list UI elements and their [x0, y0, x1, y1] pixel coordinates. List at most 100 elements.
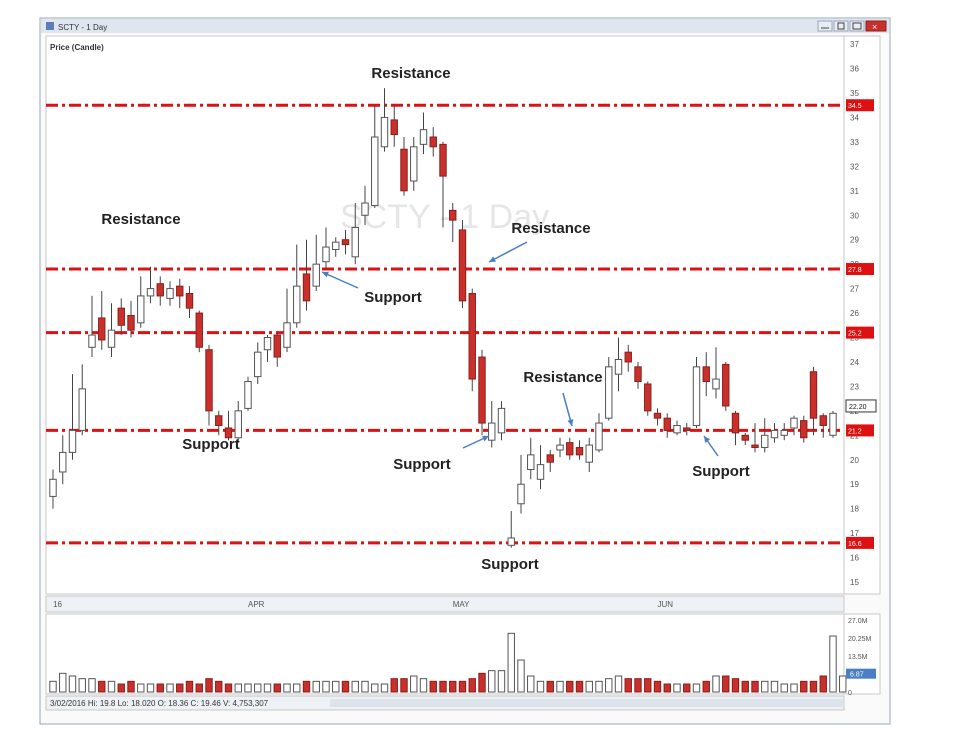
candles [49, 88, 837, 548]
volume-bar [702, 680, 710, 693]
candle-body-up [107, 329, 116, 348]
close-icon[interactable] [865, 20, 887, 32]
candle-body-up [614, 359, 623, 375]
close-glyph: × [872, 22, 877, 32]
volume-bar [800, 680, 808, 693]
time-axis-labels: 16 APR MAY JUN [53, 600, 673, 609]
volume-bar [176, 683, 184, 693]
candle-body-up [234, 410, 242, 439]
candle [488, 401, 496, 448]
candle [770, 423, 779, 443]
candle [741, 432, 749, 446]
volume-bar [263, 683, 272, 693]
candle-body-down [400, 148, 408, 192]
candle-body-up [585, 444, 593, 463]
candle-body-down [809, 371, 818, 419]
volume-bar [312, 680, 320, 693]
candle [683, 423, 691, 436]
volume-bar [458, 680, 467, 693]
price-tick-label: 18 [850, 505, 859, 514]
title-bar [41, 19, 889, 33]
volume-bar [751, 680, 759, 693]
annotation-label: Support [393, 456, 451, 473]
volume-bar [722, 675, 730, 693]
candle-body-down [176, 285, 184, 297]
candle-body-up [244, 381, 252, 409]
candle-body-down [117, 307, 125, 326]
candle-body-up [790, 417, 798, 429]
last-price-tag [845, 399, 877, 413]
maximize-icon[interactable] [849, 20, 865, 32]
volume-bar [429, 680, 437, 693]
candle [605, 357, 613, 421]
candle-body-down [195, 312, 203, 348]
candle [302, 239, 311, 311]
volume-bar [829, 635, 837, 693]
time-tick-label: JUN [658, 600, 674, 609]
candle-body-up [146, 288, 155, 297]
candle [88, 295, 96, 358]
candle [566, 437, 574, 460]
candle [653, 408, 662, 426]
volume-bar [468, 678, 476, 693]
candle-body-down [215, 415, 223, 427]
candle-body-up [283, 322, 291, 348]
candle-body-down [98, 317, 106, 341]
level-tag [846, 536, 874, 549]
candle-body-up [263, 337, 272, 351]
candle-body-up [517, 483, 525, 505]
volume-bar [166, 683, 174, 693]
candle [761, 418, 769, 453]
price-tick-label: 15 [850, 578, 859, 587]
candle [458, 220, 467, 309]
time-axis [45, 595, 845, 613]
volume-bar [839, 675, 847, 693]
candle [497, 401, 506, 441]
level-lines [46, 103, 844, 545]
candle [429, 127, 437, 157]
volume-bar [371, 683, 379, 693]
candle [390, 105, 398, 147]
candle [380, 88, 389, 152]
volume-bar [644, 678, 652, 693]
time-tick-label: MAY [453, 600, 470, 609]
candle [624, 344, 632, 372]
app-icon [46, 22, 54, 30]
candle-body-down [722, 363, 730, 407]
candle-body-down [546, 454, 554, 463]
candle-body-down [449, 209, 457, 221]
ohlc-readout: 3/02/2016 Hi: 19.8 Lo: 18.020 O: 18.36 C… [50, 699, 269, 708]
candle-body-up [536, 464, 545, 480]
candle-body-down [127, 314, 135, 331]
volume-tick-label: 20.25M [848, 636, 872, 643]
candle [575, 440, 584, 460]
level-tags: 34.5 27.8 25.2 21.2 16.6 22.20 [845, 99, 877, 549]
price-tick-label: 27 [850, 285, 859, 294]
minimize-icon[interactable] [817, 20, 833, 32]
volume-bar [146, 683, 155, 693]
volume-bar [361, 680, 369, 693]
annotation-label: Support [364, 289, 422, 306]
volume-bar [634, 678, 642, 693]
candle-body-up [780, 429, 788, 436]
candle-body-down [819, 415, 827, 427]
price-tick-label: 20 [850, 456, 859, 465]
candle [663, 413, 671, 438]
volume-bar [254, 683, 262, 693]
candle-body-down [751, 444, 759, 449]
price-axis-ticks: 1516171819202122232425262728293031323334… [850, 40, 859, 587]
candle-body-down [575, 447, 584, 456]
volume-bar [215, 680, 223, 693]
candle-body-up [829, 412, 837, 436]
volume-bar [107, 680, 116, 693]
arrow-head [704, 436, 711, 443]
restore-icon[interactable] [833, 20, 849, 32]
candle [371, 105, 379, 208]
candle [137, 276, 145, 328]
volume-bar [88, 678, 96, 693]
volume-bar [546, 680, 554, 693]
horizontal-scrollbar[interactable] [330, 699, 844, 707]
candle-body-up [49, 478, 57, 497]
volume-bar [390, 678, 398, 693]
candle [722, 361, 730, 411]
